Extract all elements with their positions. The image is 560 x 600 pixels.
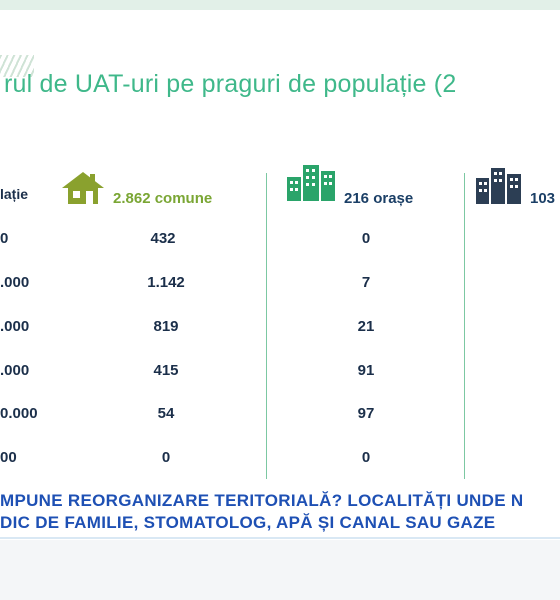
column-divider — [266, 173, 267, 479]
ticker-line-2: DIC DE FAMILIE, STOMATOLOG, APĂ ȘI CANAL… — [0, 513, 496, 532]
row-label: .000 — [0, 362, 30, 379]
dark-buildings-icon — [476, 168, 521, 204]
decorative-hatch — [0, 55, 34, 77]
header-municipii: 103 — [530, 190, 556, 207]
ticker-line-1: MPUNE REORGANIZARE TERITORIALĂ? LOCALITĂ… — [0, 491, 524, 510]
cell-orase: 91 — [357, 362, 375, 379]
green-buildings-icon — [287, 165, 335, 201]
bottom-area — [0, 540, 560, 600]
row-label: 00 — [0, 449, 17, 466]
cell-orase: 0 — [361, 230, 371, 247]
cell-orase: 7 — [361, 274, 371, 291]
header-comune: 2.862 comune — [113, 190, 213, 207]
cell-orase: 21 — [357, 318, 375, 335]
cell-comune: 1.142 — [147, 274, 185, 291]
cell-comune: 54 — [157, 405, 175, 422]
news-ticker: MPUNE REORGANIZARE TERITORIALĂ? LOCALITĂ… — [0, 485, 560, 539]
row-label: .000 — [0, 274, 30, 291]
cell-orase: 97 — [357, 405, 375, 422]
cell-comune: 0 — [161, 449, 171, 466]
top-band — [0, 0, 560, 10]
chart-title: rul de UAT-uri pe praguri de populație (… — [4, 70, 457, 98]
row-label: 0 — [0, 230, 9, 247]
row-label: 0.000 — [0, 405, 38, 422]
row-label: .000 — [0, 318, 30, 335]
house-icon — [62, 172, 104, 204]
header-population-label: lație — [0, 186, 29, 202]
cell-comune: 432 — [150, 230, 176, 247]
header-orase: 216 orașe — [344, 190, 414, 207]
cell-comune: 819 — [153, 318, 179, 335]
cell-comune: 415 — [153, 362, 179, 379]
cell-orase: 0 — [361, 449, 371, 466]
column-divider — [464, 173, 465, 479]
